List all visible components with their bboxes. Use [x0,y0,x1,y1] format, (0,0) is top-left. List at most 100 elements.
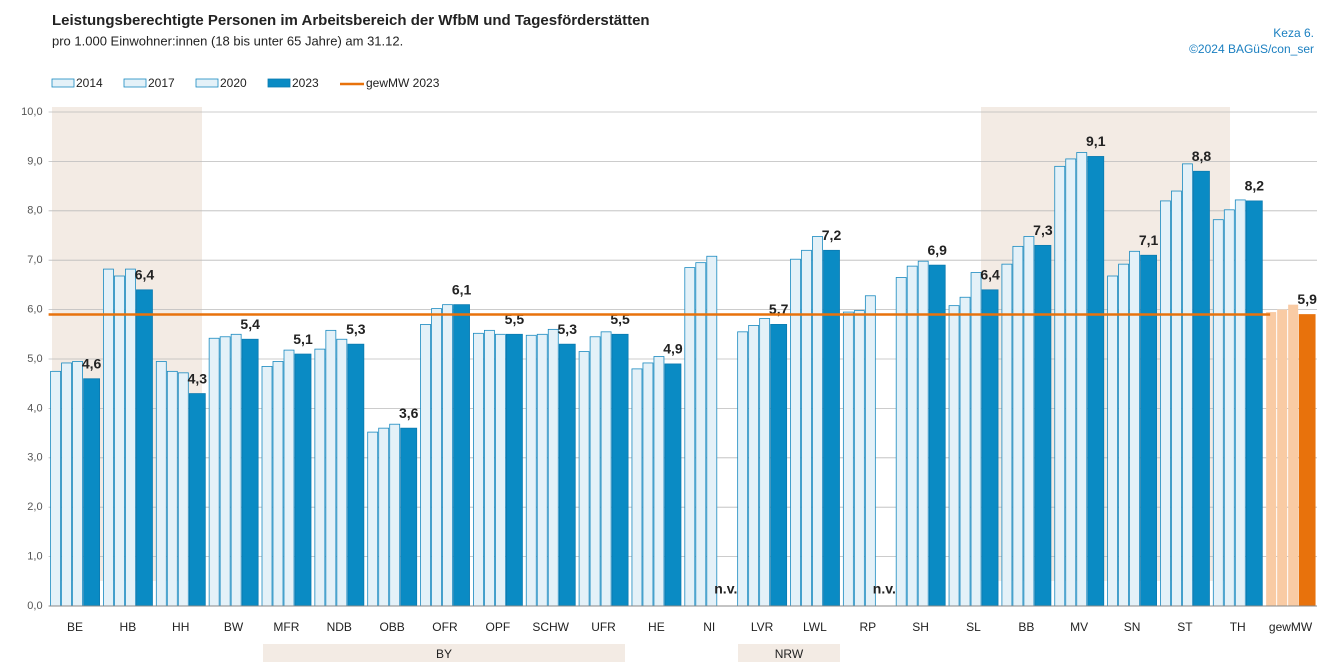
legend-swatch [123,78,147,88]
legend-label: 2014 [76,76,103,90]
x-tick-label: SH [912,620,929,634]
bar [420,324,431,607]
x-tick-label: MV [1070,620,1088,634]
bar [1129,250,1140,607]
bar [600,331,612,607]
bar [494,333,506,607]
x-tick-label: LWL [803,620,827,634]
bar [684,267,696,607]
bar [136,289,153,607]
bar [1182,163,1193,607]
bar [472,332,484,607]
bar [631,368,643,607]
value-label: 6,4 [980,267,1000,283]
chart-title: Leistungsberechtigte Personen im Arbeits… [52,12,650,29]
bar [72,361,83,607]
bar [970,272,982,607]
bar [981,289,999,607]
value-label: 5,3 [346,321,366,337]
bar [790,258,801,607]
bar [759,318,771,607]
value-label: 5,9 [1297,291,1317,307]
x-tick-label: TH [1230,620,1246,634]
bar [1298,314,1316,607]
chart-subtitle: pro 1.000 Einwohner:innen (18 bis unter … [52,33,403,48]
x-tick-label: OPF [485,620,510,634]
y-tick-label: 7,0 [27,254,42,266]
bar [748,325,760,607]
value-label: 5,7 [769,301,789,317]
x-tick-label: BB [1018,620,1034,634]
y-tick-label: 4,0 [27,402,42,414]
x-tick-label: BE [67,620,83,634]
bar [895,277,907,607]
bar [917,260,929,607]
bar [325,329,337,607]
bar [812,236,823,607]
x-tick-label: SCHW [532,620,569,634]
legend-label: 2020 [220,76,247,90]
x-tick-label: NDB [327,620,352,634]
y-tick-label: 0,0 [27,600,42,612]
value-label: n.v. [714,581,737,597]
y-tick-label: 6,0 [27,304,42,316]
bar [177,372,189,607]
value-label: 6,9 [927,242,947,258]
source: Keza 6. [1273,26,1314,40]
bar [906,265,918,607]
value-label: 8,8 [1192,148,1212,164]
bar [50,370,61,607]
group-label: BY [436,647,452,661]
legend-label: 2023 [292,76,319,90]
bar [611,333,629,607]
bar [1034,244,1052,607]
x-tick-label: OFR [432,620,458,634]
bar [770,324,788,607]
bar [367,431,379,607]
bar [61,362,72,607]
value-label: 9,1 [1086,133,1106,149]
legend-label: gewMW 2023 [366,76,440,90]
bar [1266,312,1277,606]
bar [1223,209,1235,607]
bar [125,268,136,607]
bar [1234,199,1246,607]
bar [208,337,220,607]
bar [261,366,273,607]
bar [294,353,312,607]
x-tick-label: LVR [751,620,774,634]
legend-label: 2017 [148,76,175,90]
x-tick-label: ST [1177,620,1193,634]
source: ©2024 BAGüS/con_ser [1189,42,1314,56]
bar [642,362,654,607]
value-label: 3,6 [399,405,419,421]
bar [864,295,876,607]
value-label: 7,2 [822,227,842,243]
bar [1212,219,1224,607]
x-tick-label: RP [859,620,876,634]
value-label: 4,3 [188,370,208,386]
bar [83,378,100,607]
bar [283,349,295,607]
value-label: 8,2 [1245,178,1265,194]
bar [1054,165,1066,607]
bar [1023,236,1035,607]
bar [378,427,390,607]
bar [853,310,865,607]
legend-swatch [51,78,75,88]
bar [1087,156,1105,607]
bar [114,275,125,607]
x-tick-label: gewMW [1269,620,1313,634]
x-tick-label: BW [224,620,244,634]
bar [483,329,495,607]
y-tick-label: 5,0 [27,353,42,365]
bar [578,351,590,607]
y-tick-label: 8,0 [27,205,42,217]
value-label: 5,1 [293,331,313,347]
x-tick-label: NI [703,620,715,634]
bar [536,333,548,607]
x-tick-label: MFR [273,620,299,634]
bar [1140,254,1157,607]
x-tick-label: UFR [591,620,616,634]
bar [737,331,749,607]
